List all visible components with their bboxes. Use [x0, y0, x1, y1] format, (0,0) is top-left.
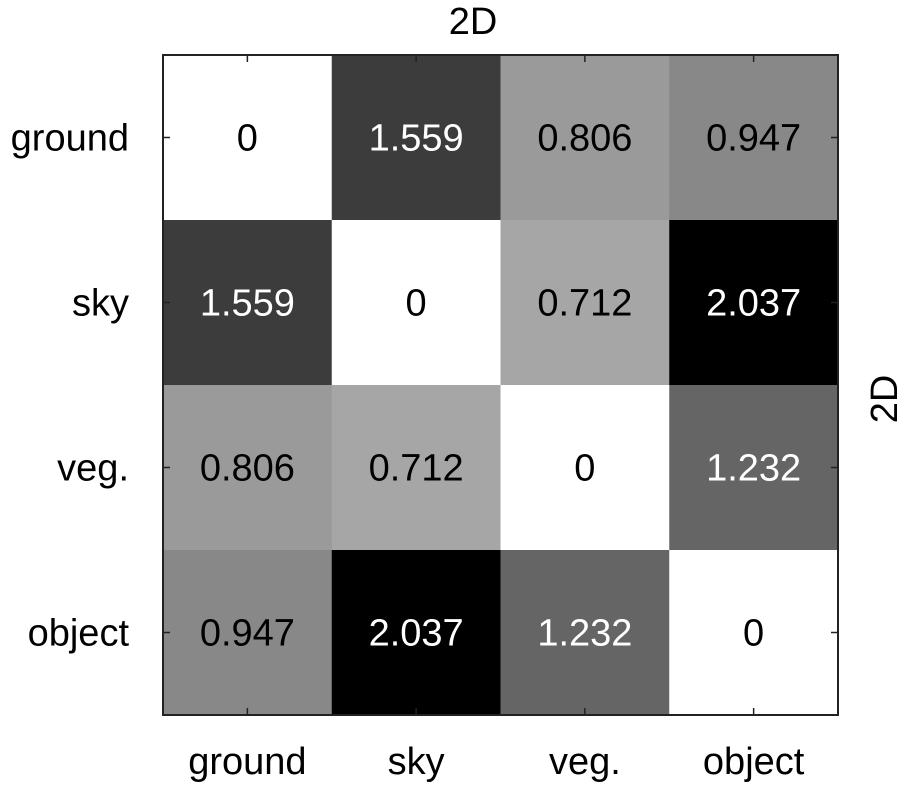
cell-value-label: 0 [237, 118, 258, 160]
cell-value-label: 0 [406, 283, 427, 325]
cell-value-label: 1.232 [706, 448, 801, 490]
heatmap-cell [500, 550, 670, 716]
x-tick-label: ground [188, 741, 306, 783]
heatmap-cell-labels: 0 1.559 0.806 0.947 1.559 0 0.712 2.037 0.806 0.7… [200, 118, 801, 655]
cell-value-label: 0.806 [537, 118, 632, 160]
heatmap-cells [163, 55, 839, 716]
heatmap-cell [500, 55, 670, 221]
heatmap-cell [669, 220, 839, 386]
axis-ticks [163, 55, 838, 715]
y-tick-label: object [28, 613, 130, 655]
heatmap-cell [331, 220, 501, 386]
cell-value-label: 0.712 [369, 448, 464, 490]
heatmap-cell [669, 385, 839, 551]
heatmap-cell [163, 550, 333, 716]
y-tick-labels: ground sky veg. object [11, 118, 130, 655]
heatmap-cell [331, 55, 501, 221]
cell-value-label: 0.947 [200, 613, 295, 655]
heatmap-cell [669, 550, 839, 716]
cell-value-label: 1.559 [369, 118, 464, 160]
cell-value-label: 2.037 [369, 613, 464, 655]
y-tick-label: veg. [57, 448, 129, 490]
cell-value-label: 0 [743, 613, 764, 655]
x-tick-label: sky [388, 741, 445, 783]
plot-frame [162, 54, 839, 716]
cell-value-label: 1.232 [537, 613, 632, 655]
heatmap-cell [163, 385, 333, 551]
x-tick-label: veg. [549, 741, 621, 783]
cell-value-label: 2.037 [706, 283, 801, 325]
x-tick-label: object [703, 741, 805, 783]
cell-value-label: 0.712 [537, 283, 632, 325]
chart-title: 2D [449, 1, 498, 43]
heatmap-cell [669, 55, 839, 221]
heatmap-cell [500, 385, 670, 551]
cell-value-label: 0 [574, 448, 595, 490]
cell-value-label: 0.806 [200, 448, 295, 490]
right-axis-label: 2D [864, 375, 900, 424]
heatmap-cell [331, 550, 501, 716]
heatmap-cell [163, 220, 333, 386]
x-tick-labels: ground sky veg. object [188, 741, 805, 783]
y-tick-label: sky [72, 283, 129, 325]
y-tick-label: ground [11, 118, 129, 160]
heatmap-cell [163, 55, 333, 221]
heatmap-cell [331, 385, 501, 551]
cell-value-label: 0.947 [706, 118, 801, 160]
cell-value-label: 1.559 [200, 283, 295, 325]
heatmap-cell [500, 220, 670, 386]
